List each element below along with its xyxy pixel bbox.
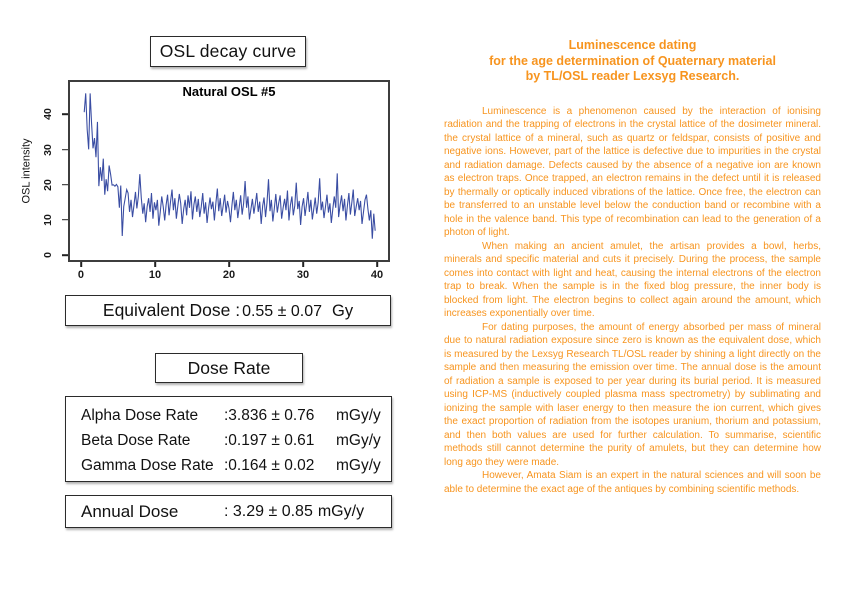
paragraph-luminescence: Luminescence is a phenomenon caused by t… xyxy=(444,105,821,239)
dose-rates-box: Alpha Dose Rate :3.836 ± 0.76 mGy/y Beta… xyxy=(65,396,392,482)
beta-dose-rate-unit: mGy/y xyxy=(336,432,381,449)
beta-dose-rate-value: :0.197 ± 0.61 xyxy=(224,432,315,449)
x-tick-mark xyxy=(80,262,82,267)
document-title: Luminescence dating for the age determin… xyxy=(444,38,821,85)
y-tick-label: 40 xyxy=(42,108,54,121)
x-tick-label: 40 xyxy=(370,269,384,281)
osl-decay-line xyxy=(83,93,376,239)
article-body: Luminescence is a phenomenon caused by t… xyxy=(444,105,821,497)
beta-dose-rate-label: Beta Dose Rate xyxy=(81,432,191,449)
y-tick-mark xyxy=(62,183,68,186)
x-tick-mark xyxy=(302,262,304,267)
equivalent-dose-box: Equivalent Dose : 0.55 ± 0.07 Gy xyxy=(65,295,391,326)
x-axis-ticks: 0 10 20 30 40 xyxy=(68,262,390,286)
x-tick-mark xyxy=(228,262,230,267)
y-tick-mark xyxy=(62,148,68,151)
gamma-dose-rate-label: Gamma Dose Rate xyxy=(81,457,214,474)
x-tick-label: 10 xyxy=(148,269,162,281)
figure-title-box: OSL decay curve xyxy=(150,36,306,67)
y-tick-label: 30 xyxy=(42,143,54,156)
alpha-dose-rate-unit: mGy/y xyxy=(336,407,381,424)
dose-rate-title: Dose Rate xyxy=(187,357,271,378)
y-axis-label: OSL intensity xyxy=(20,138,33,204)
document-title-line-3: by TL/OSL reader Lexsyg Research. xyxy=(525,69,740,83)
dose-rate-title-box: Dose Rate xyxy=(155,353,303,383)
annual-dose-unit: mGy/y xyxy=(317,502,365,520)
y-axis-ticks: 0 10 20 30 40 xyxy=(42,80,68,262)
beta-dose-rate-row: Beta Dose Rate :0.197 ± 0.61 mGy/y xyxy=(81,428,391,453)
y-tick-label: 0 xyxy=(42,252,54,258)
document-title-line-1: Luminescence dating xyxy=(568,38,697,52)
x-tick-mark xyxy=(376,262,378,267)
equivalent-dose-label: Equivalent Dose : xyxy=(102,300,241,320)
annual-dose-box: Annual Dose : 3.29 ± 0.85 mGy/y xyxy=(65,495,392,528)
y-tick-mark xyxy=(62,254,68,256)
paragraph-dating-method: For dating purposes, the amount of energ… xyxy=(444,321,821,468)
y-tick-label: 10 xyxy=(42,213,54,226)
y-tick-mark xyxy=(62,113,68,116)
paragraph-conclusion: However, Amata Siam is an expert in the … xyxy=(444,470,821,495)
y-tick-mark xyxy=(62,219,68,221)
plot-area xyxy=(68,80,390,262)
x-tick-label: 20 xyxy=(222,269,236,281)
gamma-dose-rate-value: :0.164 ± 0.02 xyxy=(224,457,315,474)
chart-title: Natural OSL #5 xyxy=(182,84,276,99)
paragraph-amulet-making: When making an ancient amulet, the artis… xyxy=(444,240,821,320)
right-panel: Luminescence dating for the age determin… xyxy=(444,38,821,496)
osl-curve-svg xyxy=(83,93,376,239)
alpha-dose-rate-label: Alpha Dose Rate xyxy=(81,407,199,424)
annual-dose-label: Annual Dose xyxy=(81,501,179,521)
document-title-line-2: for the age determination of Quaternary … xyxy=(489,53,776,68)
x-tick-label: 30 xyxy=(296,269,310,281)
gamma-dose-rate-row: Gamma Dose Rate :0.164 ± 0.02 mGy/y xyxy=(81,453,391,478)
y-tick-label: 20 xyxy=(42,178,54,191)
y-axis-label-wrap: OSL intensity xyxy=(16,80,36,262)
figure-title: OSL decay curve xyxy=(159,41,297,61)
annual-dose-value: : 3.29 ± 0.85 xyxy=(224,502,313,520)
alpha-dose-rate-row: Alpha Dose Rate :3.836 ± 0.76 mGy/y xyxy=(81,403,391,428)
x-tick-mark xyxy=(154,262,156,267)
equivalent-dose-unit: Gy xyxy=(332,302,354,320)
annual-dose-value-wrap: : 3.29 ± 0.85 mGy/y xyxy=(224,503,391,521)
alpha-dose-rate-value: :3.836 ± 0.76 xyxy=(224,407,315,424)
gamma-dose-rate-unit: mGy/y xyxy=(336,457,381,474)
x-tick-label: 0 xyxy=(77,269,85,281)
equivalent-dose-value: 0.55 ± 0.07 xyxy=(242,303,323,320)
